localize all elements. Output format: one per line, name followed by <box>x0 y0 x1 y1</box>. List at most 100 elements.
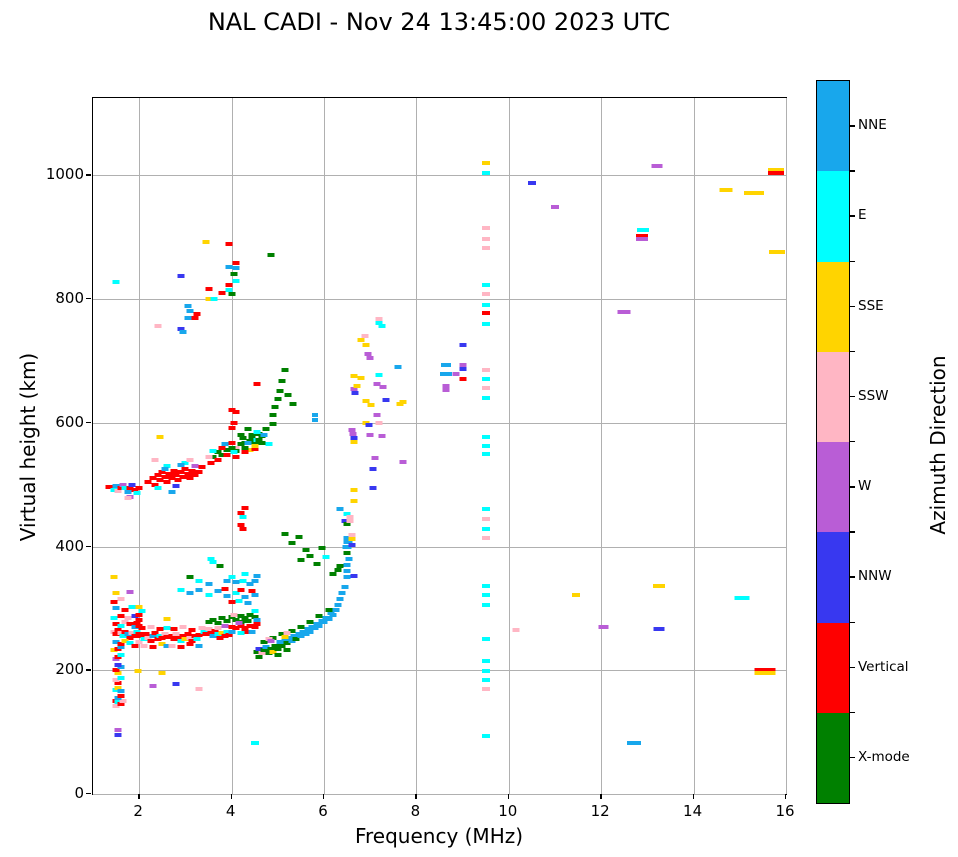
data-point <box>441 363 452 368</box>
x-tick <box>323 794 325 799</box>
data-point <box>343 539 353 544</box>
data-point <box>138 634 145 639</box>
x-tick <box>692 794 694 799</box>
data-point <box>241 506 249 511</box>
data-point <box>177 462 185 467</box>
data-point <box>481 396 490 401</box>
data-point <box>248 433 256 438</box>
data-point <box>269 636 277 641</box>
data-point <box>177 470 185 475</box>
x-tick-label: 12 <box>590 802 610 820</box>
data-point <box>315 623 323 628</box>
colorbar-boundary-tick <box>850 621 855 623</box>
data-point <box>375 420 383 425</box>
data-point <box>241 626 249 631</box>
data-point <box>112 703 120 708</box>
data-point <box>734 595 750 600</box>
data-point <box>149 634 157 639</box>
data-point <box>348 428 356 433</box>
data-point <box>133 621 141 626</box>
data-point <box>114 663 122 668</box>
data-point <box>281 368 289 373</box>
data-point <box>325 607 333 612</box>
data-point <box>452 371 460 376</box>
data-point <box>271 405 279 410</box>
data-point <box>442 388 449 392</box>
data-point <box>216 636 224 641</box>
data-point <box>241 595 249 600</box>
data-point <box>237 433 245 438</box>
data-point <box>239 436 247 441</box>
data-point <box>223 448 231 453</box>
data-point <box>135 612 143 617</box>
data-point <box>481 377 490 382</box>
data-point <box>481 584 490 589</box>
data-point <box>260 640 268 645</box>
data-point <box>253 649 261 654</box>
data-point <box>336 506 344 511</box>
data-point <box>168 476 176 481</box>
data-point <box>267 646 275 651</box>
data-point <box>209 617 217 622</box>
data-point <box>459 343 467 348</box>
x-tick <box>600 794 602 799</box>
data-point <box>228 425 236 430</box>
data-point <box>114 670 122 675</box>
data-point <box>156 627 164 632</box>
data-point <box>225 633 233 637</box>
x-gridline <box>508 98 510 794</box>
data-point <box>341 519 349 524</box>
data-point <box>174 477 182 482</box>
data-point <box>205 627 212 632</box>
data-point <box>346 515 354 520</box>
data-point <box>223 594 231 599</box>
data-point <box>218 290 226 295</box>
data-point <box>237 522 245 527</box>
y-gridline <box>93 175 786 177</box>
data-point <box>184 303 192 308</box>
data-point <box>481 451 490 456</box>
data-point <box>117 689 125 694</box>
data-point <box>320 620 328 624</box>
data-point <box>225 283 233 288</box>
data-point <box>205 454 212 459</box>
data-point <box>246 448 254 453</box>
data-point <box>133 629 141 634</box>
data-point <box>200 629 208 634</box>
data-point <box>302 547 310 552</box>
data-point <box>350 373 358 378</box>
data-point <box>114 727 122 732</box>
data-point <box>119 482 127 487</box>
data-point <box>168 634 176 639</box>
x-tick-label: 2 <box>133 802 143 820</box>
data-point <box>512 628 520 633</box>
data-point <box>163 464 171 469</box>
y-tick <box>86 174 91 176</box>
data-point <box>481 311 490 316</box>
data-point <box>349 431 357 436</box>
data-point <box>128 631 136 636</box>
data-point <box>218 445 226 450</box>
data-point <box>232 590 240 595</box>
data-point <box>188 469 196 474</box>
data-point <box>274 646 282 651</box>
data-point <box>154 485 162 490</box>
data-point <box>205 592 212 597</box>
data-point <box>193 637 201 642</box>
data-point <box>350 498 358 503</box>
data-point <box>205 287 212 292</box>
colorbar-boundary-tick <box>850 350 855 353</box>
data-point <box>346 519 354 524</box>
y-tick-label: 0 <box>74 784 84 802</box>
data-point <box>198 465 206 470</box>
data-point <box>168 643 176 648</box>
data-point <box>251 624 259 629</box>
data-point <box>228 445 236 450</box>
chart-title: NAL CADI - Nov 24 13:45:00 2023 UTC <box>207 8 671 36</box>
data-point <box>362 343 370 348</box>
data-point <box>117 642 125 647</box>
data-point <box>481 526 490 531</box>
data-point <box>114 685 122 690</box>
data-point <box>334 568 342 573</box>
x-gridline <box>139 98 141 794</box>
